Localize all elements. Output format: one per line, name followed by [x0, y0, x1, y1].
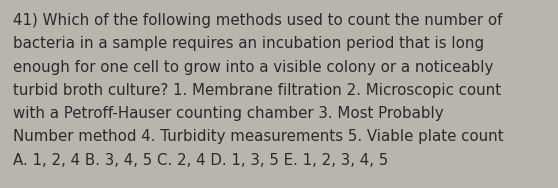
Text: 41) Which of the following methods used to count the number of: 41) Which of the following methods used … — [13, 13, 503, 28]
Text: Number method 4. Turbidity measurements 5. Viable plate count: Number method 4. Turbidity measurements … — [13, 130, 504, 145]
Text: A. 1, 2, 4 B. 3, 4, 5 C. 2, 4 D. 1, 3, 5 E. 1, 2, 3, 4, 5: A. 1, 2, 4 B. 3, 4, 5 C. 2, 4 D. 1, 3, 5… — [13, 153, 388, 168]
Text: turbid broth culture? 1. Membrane filtration 2. Microscopic count: turbid broth culture? 1. Membrane filtra… — [13, 83, 501, 98]
Text: with a Petroff-Hauser counting chamber 3. Most Probably: with a Petroff-Hauser counting chamber 3… — [13, 106, 444, 121]
Text: enough for one cell to grow into a visible colony or a noticeably: enough for one cell to grow into a visib… — [13, 60, 493, 75]
Text: bacteria in a sample requires an incubation period that is long: bacteria in a sample requires an incubat… — [13, 36, 484, 51]
